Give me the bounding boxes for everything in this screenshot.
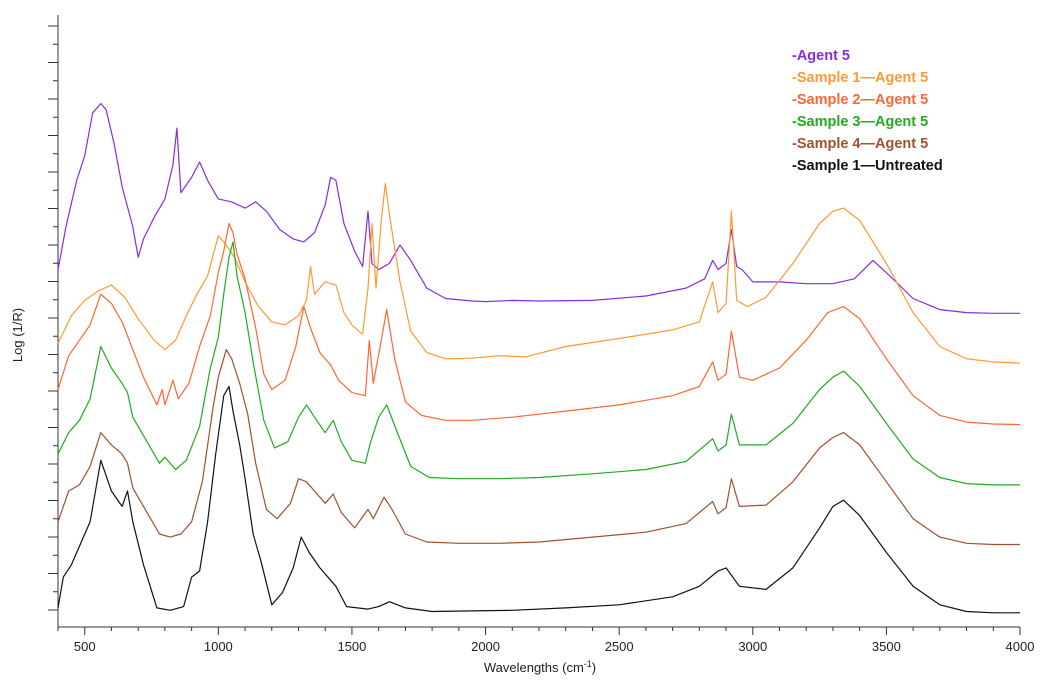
x-tick-label: 500 — [74, 639, 96, 654]
x-axis-title-sup: -1 — [584, 659, 592, 669]
legend-entry: -Agent 5 — [792, 48, 850, 64]
y-axis — [48, 15, 59, 627]
series-line-sample-1-untreated — [57, 385, 1020, 614]
x-tick-label: 1000 — [204, 639, 233, 654]
series-line-sample-2-agent-5 — [57, 222, 1021, 426]
x-tick-label: 1500 — [337, 639, 366, 654]
legend-entry: -Sample 3—Agent 5 — [792, 114, 928, 130]
y-axis-title: Log (1/R) — [10, 308, 25, 362]
x-tick-label: 2500 — [605, 639, 634, 654]
x-axis: 500 1000 1500 2000 2500 3000 3500 4000 — [57, 626, 1035, 654]
series-lines — [57, 102, 1021, 614]
x-axis-title: Wavelengths (cm-1) — [484, 659, 596, 675]
series-line-agent-5 — [57, 102, 1020, 314]
legend-entry: -Sample 1—Untreated — [792, 158, 943, 174]
legend-entry: -Sample 2—Agent 5 — [792, 92, 928, 108]
legend-entry: -Sample 4—Agent 5 — [792, 136, 928, 152]
series-line-sample-3-agent-5 — [57, 241, 1020, 486]
legend: -Agent 5 -Sample 1—Agent 5 -Sample 2—Agent… — [792, 48, 943, 174]
x-tick-label: 3000 — [738, 639, 767, 654]
legend-entry: -Sample 1—Agent 5 — [792, 70, 928, 86]
x-tick-label: 4000 — [1006, 639, 1035, 654]
x-axis-title-close: ) — [592, 660, 596, 675]
series-line-sample-4-agent-5 — [57, 349, 1020, 546]
series-line-sample-1-agent-5 — [57, 182, 1021, 364]
x-tick-label: 2000 — [471, 639, 500, 654]
x-axis-title-main: Wavelengths (cm — [484, 660, 584, 675]
x-tick-label: 3500 — [872, 639, 901, 654]
